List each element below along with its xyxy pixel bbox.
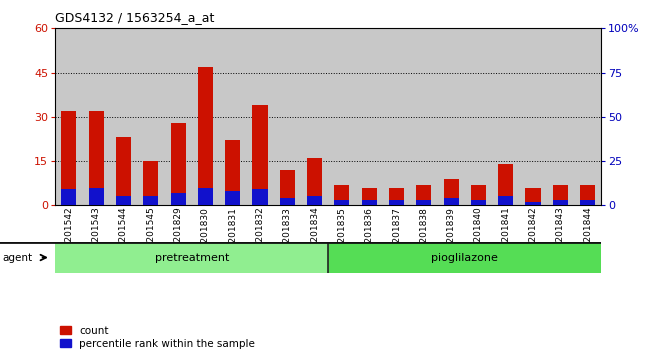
Bar [110, 28, 137, 205]
Bar [471, 200, 486, 205]
Bar [547, 28, 574, 205]
Text: pretreatment: pretreatment [155, 252, 229, 263]
Bar [574, 28, 601, 205]
Bar [246, 28, 274, 205]
Bar [88, 111, 104, 205]
Bar [116, 137, 131, 205]
Bar [225, 191, 240, 205]
Bar [389, 200, 404, 205]
Bar [88, 188, 104, 205]
Bar [356, 28, 383, 205]
Bar [552, 200, 568, 205]
Bar [525, 202, 541, 205]
Bar [328, 28, 356, 205]
Bar [410, 28, 437, 205]
Bar [492, 28, 519, 205]
Bar [143, 196, 159, 205]
Bar [192, 28, 219, 205]
Bar [61, 111, 77, 205]
Bar [143, 161, 159, 205]
Bar [192, 28, 219, 205]
Bar [498, 196, 514, 205]
Bar [334, 185, 350, 205]
Bar [55, 28, 83, 205]
Bar [164, 28, 192, 205]
Bar [307, 158, 322, 205]
Bar [83, 28, 110, 205]
Bar [328, 28, 356, 205]
Bar [383, 28, 410, 205]
Bar [55, 28, 83, 205]
Bar [361, 200, 377, 205]
Bar [274, 28, 301, 205]
Text: agent: agent [3, 252, 33, 263]
Legend: count, percentile rank within the sample: count, percentile rank within the sample [60, 326, 255, 349]
Bar [246, 28, 274, 205]
Bar [552, 185, 568, 205]
Bar [198, 188, 213, 205]
Text: pioglilazone: pioglilazone [432, 252, 498, 263]
Bar [252, 105, 268, 205]
Bar [574, 28, 601, 205]
Bar [137, 28, 164, 205]
Bar [301, 28, 328, 205]
Bar [465, 28, 492, 205]
Bar [498, 164, 514, 205]
Bar [547, 28, 574, 205]
Bar [334, 200, 350, 205]
Bar [83, 28, 110, 205]
Bar [252, 189, 268, 205]
Bar [328, 242, 601, 273]
Bar [492, 28, 519, 205]
Bar [471, 185, 486, 205]
Bar [525, 188, 541, 205]
Bar [274, 28, 301, 205]
Bar [280, 198, 295, 205]
Bar [219, 28, 246, 205]
Bar [307, 196, 322, 205]
Bar [416, 185, 432, 205]
Bar [437, 28, 465, 205]
Bar [519, 28, 547, 205]
Bar [164, 28, 192, 205]
Bar [519, 28, 547, 205]
Bar [437, 28, 465, 205]
Bar [110, 28, 137, 205]
Bar [356, 28, 383, 205]
Bar [170, 123, 186, 205]
Bar [301, 28, 328, 205]
Bar [170, 193, 186, 205]
Bar [465, 28, 492, 205]
Bar [580, 185, 595, 205]
Bar [61, 189, 77, 205]
Bar [580, 200, 595, 205]
Bar [280, 170, 295, 205]
Bar [137, 28, 164, 205]
Bar [55, 242, 328, 273]
Bar [198, 67, 213, 205]
Bar [383, 28, 410, 205]
Bar [116, 196, 131, 205]
Bar [416, 200, 432, 205]
Bar [443, 179, 459, 205]
Bar [225, 141, 240, 205]
Bar [389, 188, 404, 205]
Bar [361, 188, 377, 205]
Bar [410, 28, 437, 205]
Text: GDS4132 / 1563254_a_at: GDS4132 / 1563254_a_at [55, 11, 214, 24]
Bar [219, 28, 246, 205]
Bar [443, 198, 459, 205]
